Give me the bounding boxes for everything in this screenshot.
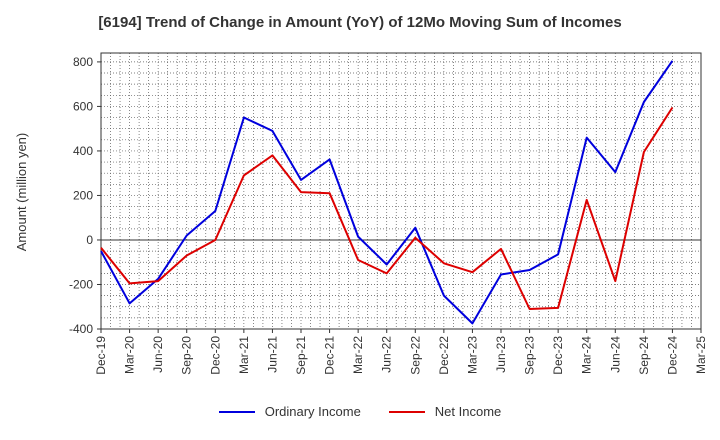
y-tick-label: 0: [86, 233, 93, 247]
legend-item-net-income: Net Income: [388, 404, 502, 419]
y-tick-label: -200: [69, 277, 93, 291]
plot-frame: [100, 52, 702, 330]
legend-item-ordinary-income: Ordinary Income: [218, 404, 361, 419]
x-tick-label: Sep-20: [180, 336, 194, 375]
legend: Ordinary Income Net Income: [0, 404, 720, 419]
series-line-ordinary-income: [100, 60, 674, 325]
y-tick-label: 600: [73, 99, 93, 113]
legend-label: Ordinary Income: [264, 404, 361, 419]
x-tick-label: Jun-20: [151, 336, 165, 373]
x-tick-label: Sep-22: [408, 336, 422, 375]
plot-area: [101, 53, 701, 329]
x-tick-label: Jun-21: [265, 336, 279, 373]
x-tick-label: Dec-20: [208, 336, 222, 375]
legend-swatch: [218, 410, 255, 413]
series-line-net-income: [100, 106, 674, 310]
x-tick-label: Jun-22: [380, 336, 394, 373]
y-tick-label: 800: [73, 55, 93, 69]
x-tick-label: Dec-19: [94, 336, 108, 375]
y-tick-label: 400: [73, 144, 93, 158]
y-tick-label: -400: [69, 322, 93, 336]
legend-label: Net Income: [434, 404, 502, 419]
x-tick-label: Jun-23: [494, 336, 508, 373]
x-tick-label: Mar-21: [237, 336, 251, 374]
x-tick-label: Mar-20: [123, 336, 137, 374]
x-tick-label: Dec-24: [665, 336, 679, 375]
x-tick-label: Sep-21: [294, 336, 308, 375]
chart-title: [6194] Trend of Change in Amount (YoY) o…: [98, 14, 622, 31]
x-tick-label: Mar-22: [351, 336, 365, 374]
line-chart: -400 -200 0 200 400 600 800 Dec-19 Mar-20 Jun-20 S…: [69, 52, 708, 375]
x-tick-label: Mar-23: [465, 336, 479, 374]
legend-swatch: [388, 410, 425, 413]
x-tick-label: Dec-23: [551, 336, 565, 375]
x-tick-label: Sep-24: [637, 336, 651, 375]
x-tick-label: Mar-25: [694, 336, 708, 374]
y-tick-label: 200: [73, 188, 93, 202]
x-tick-label: Jun-24: [608, 336, 622, 373]
x-tick-label: Dec-21: [323, 336, 337, 375]
x-tick-label: Dec-22: [437, 336, 451, 375]
x-tick-label: Sep-23: [523, 336, 537, 375]
x-tick-label: Mar-24: [580, 336, 594, 374]
